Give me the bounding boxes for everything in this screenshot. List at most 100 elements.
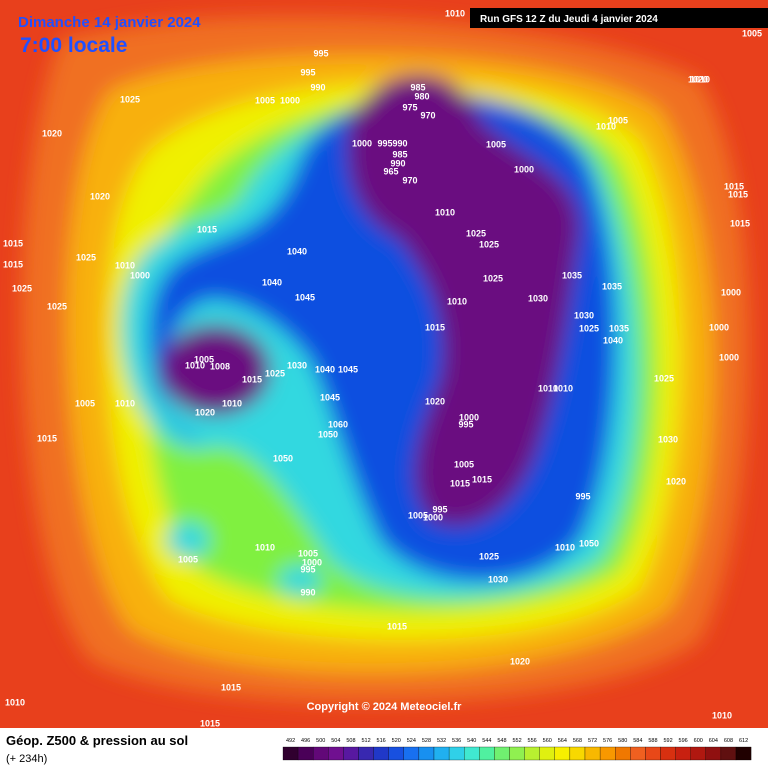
scale-label: 500 <box>316 738 325 744</box>
isobar-label: 995 <box>377 138 392 148</box>
isobar-label: 970 <box>420 110 435 120</box>
isobar-label: 1000 <box>459 412 479 422</box>
scale-label: 528 <box>422 738 431 744</box>
isobar-label: 1000 <box>721 287 741 297</box>
isobar-label: 995 <box>575 491 590 501</box>
isobar-label: 1005 <box>194 354 214 364</box>
isobar-label: 1015 <box>724 181 744 191</box>
scale-label: 584 <box>633 738 642 744</box>
isobar-label: 1010 <box>185 360 205 370</box>
isobar-label: 995 <box>432 504 447 514</box>
isobar-label: 1015 <box>242 374 262 384</box>
isobar-label: 1000 <box>280 95 300 105</box>
scale-label: 552 <box>512 738 521 744</box>
isobar-label: 1020 <box>510 656 530 666</box>
isobar-label: 1015 <box>37 433 57 443</box>
isobar-label: 1005 <box>178 554 198 564</box>
isobar-label: 995 <box>313 48 328 58</box>
isobar-label: 1010 <box>447 296 467 306</box>
isobar-label: 1015 <box>200 718 220 728</box>
isobar-label: 1020 <box>90 191 110 201</box>
isobar-label: 1035 <box>609 323 629 333</box>
isobar-label: 1008 <box>210 361 230 371</box>
scale-swatch <box>615 746 631 761</box>
run: Run GFS 12 Z du Jeudi 4 janvier 2024 <box>480 14 658 25</box>
isobar-label: 1010 <box>115 260 135 270</box>
scale-label: 596 <box>679 738 688 744</box>
isobar-label: 1030 <box>658 434 678 444</box>
scale-label: 548 <box>497 738 506 744</box>
isobar-label: 1010 <box>435 207 455 217</box>
scale-swatch <box>735 746 752 761</box>
isobar-label: 1010 <box>115 398 135 408</box>
isobar-label: 1050 <box>318 429 338 439</box>
scale-swatch <box>418 746 435 761</box>
isobar-label: 1000 <box>302 557 322 567</box>
isobar-label: 1025 <box>483 273 503 283</box>
scale-label: 512 <box>361 738 370 744</box>
isobar-label: 1020 <box>666 476 686 486</box>
scale-swatch <box>464 746 480 761</box>
scale-swatch <box>690 746 706 761</box>
isobar-label: 1010 <box>553 383 573 393</box>
scale-swatch <box>403 746 420 761</box>
time: 7:00 locale <box>20 34 127 57</box>
scale-label: 516 <box>377 738 386 744</box>
scale-swatch <box>388 746 404 761</box>
date: Dimanche 14 janvier 2024 <box>18 14 201 31</box>
isobar-label: 1015 <box>728 189 748 199</box>
isobar-label: 990 <box>310 82 325 92</box>
scale-label: 592 <box>663 738 672 744</box>
scale-label: 524 <box>407 738 416 744</box>
legend-lead: (+ 234h) <box>6 753 47 765</box>
isobar-label: 995 <box>300 67 315 77</box>
isobar-label: 1025 <box>265 368 285 378</box>
isobar-label: 985 <box>410 82 425 92</box>
isobar-label: 1015 <box>450 478 470 488</box>
isobar-label: 1020 <box>42 128 62 138</box>
scale-label: 604 <box>709 738 718 744</box>
scale-swatch <box>358 746 374 761</box>
scale-swatch <box>373 746 389 761</box>
isobar-label: 1005 <box>486 139 506 149</box>
scale-swatch <box>599 746 616 761</box>
scale-swatch <box>328 746 344 761</box>
isobar-label: 1010 <box>712 710 732 720</box>
isobar-label: 1000 <box>352 138 372 148</box>
scale-label: 568 <box>573 738 582 744</box>
isobar-label: 1005 <box>408 510 428 520</box>
isobar-label: 965 <box>383 166 398 176</box>
isobar-label: 1015 <box>3 238 23 248</box>
scale-swatch <box>554 746 571 761</box>
scale-swatch <box>630 746 646 761</box>
isobar-label: 990 <box>390 158 405 168</box>
scale-swatch <box>705 746 722 761</box>
scale-swatch <box>479 746 495 761</box>
isobar-label: 1025 <box>12 283 32 293</box>
isobar-label: 1050 <box>273 453 293 463</box>
scale-swatch <box>660 746 676 761</box>
isobar-label: 1030 <box>287 360 307 370</box>
isobar-label: 1015 <box>3 259 23 269</box>
isobar-label: 1010 <box>555 542 575 552</box>
isobar-label: 1010 <box>255 542 275 552</box>
scale-swatch <box>720 746 737 761</box>
isobar-label: 1040 <box>603 335 623 345</box>
isobar-labels: 1025102010201015102510151015102510251010… <box>3 8 762 728</box>
scale-label: 556 <box>528 738 537 744</box>
isobar-label: 1010 <box>5 697 25 707</box>
isobar-label: 1030 <box>488 574 508 584</box>
isobar-label: 1015 <box>387 621 407 631</box>
isobar-label: 1025 <box>654 373 674 383</box>
scale-swatch <box>282 746 299 761</box>
isobar-label: 1005 <box>454 459 474 469</box>
isobar-label: 1005 <box>742 28 762 38</box>
scale-swatch <box>448 746 465 761</box>
isobar-label: 1020 <box>195 407 215 417</box>
isobar-label: 1010 <box>596 121 616 131</box>
isobar-label: 1045 <box>320 392 340 402</box>
isobar-label: 1025 <box>579 323 599 333</box>
scale-label: 576 <box>603 738 612 744</box>
scale-label: 612 <box>739 738 748 744</box>
scale-label: 492 <box>286 738 295 744</box>
